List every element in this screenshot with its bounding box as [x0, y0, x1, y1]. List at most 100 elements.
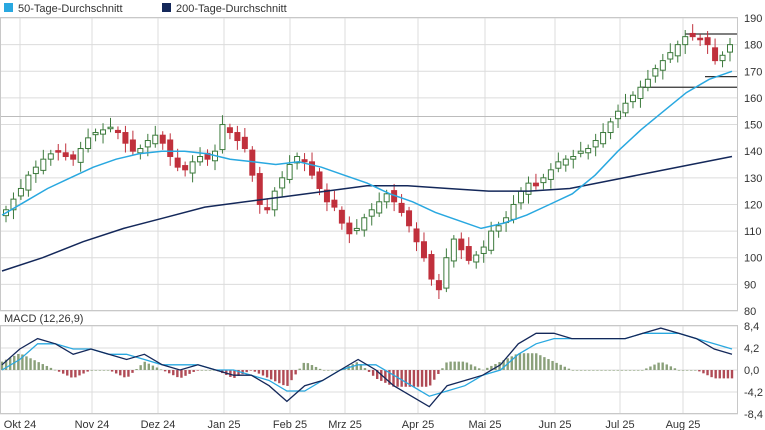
candle-body: [129, 139, 136, 152]
macd-histogram-bar: [632, 370, 636, 371]
candle-body: [152, 134, 159, 145]
price-y-tick-label: 150: [744, 120, 762, 132]
ma200-line: [1, 155, 733, 272]
price-gridlines: [0, 17, 738, 312]
price-y-tick-label: 160: [744, 93, 762, 105]
x-axis: Okt 24 Nov 24 Dez 24 Jan 25 Feb 25 Mrz 25 Apr …: [4, 419, 701, 430]
candle-body: [592, 140, 599, 148]
macd-histogram-bar: [294, 370, 297, 375]
candle-body: [495, 225, 502, 232]
macd-histogram-bar: [33, 360, 36, 370]
candle-body: [353, 227, 360, 232]
candle-body: [376, 201, 383, 214]
macd-histogram-bar: [457, 361, 460, 370]
candle-body: [585, 148, 592, 154]
macd-histogram-bar: [571, 370, 575, 371]
macd-histogram-bar: [396, 370, 399, 387]
candle-body: [122, 132, 129, 144]
candle-body: [443, 257, 450, 289]
macd-histogram-bar: [159, 369, 163, 371]
macd-histogram-bar: [110, 370, 114, 372]
candle-body: [682, 36, 689, 46]
macd-histogram-bar: [437, 370, 440, 374]
candle-body: [555, 161, 562, 169]
macd-histogram-bar: [371, 370, 375, 376]
macd-histogram-bar: [690, 370, 693, 371]
macd-histogram-bar: [375, 370, 379, 379]
candle-body: [577, 150, 584, 154]
macd-histogram-bar: [539, 355, 542, 370]
macd-histogram-bar: [355, 362, 359, 370]
candle-body: [689, 32, 696, 38]
macd-histogram-bar: [624, 370, 628, 371]
candle-body: [174, 157, 181, 168]
candle-body: [338, 209, 345, 224]
candle-body: [518, 190, 525, 204]
candle-body: [137, 148, 144, 154]
legend-ma50-label: 50-Tage-Durchschnitt: [18, 3, 123, 15]
candle-body: [159, 134, 166, 144]
macd-histogram-bar: [706, 370, 709, 376]
macd-histogram-bar: [518, 353, 522, 370]
macd-histogram-bar: [274, 370, 277, 382]
candle-body: [398, 202, 405, 213]
x-tick-label: Mrz 25: [328, 419, 362, 430]
macd-histogram-bar: [78, 370, 81, 376]
macd-histogram-bar: [563, 366, 566, 370]
macd-histogram-bar: [698, 370, 701, 372]
macd-histogram-bar: [461, 361, 465, 370]
macd-histogram-bar: [21, 354, 24, 370]
macd-frame: [0, 325, 738, 414]
macd-histogram-bar: [335, 370, 338, 371]
price-panel: 80 90 100 110 120 130 140 150 160 170 180 190: [0, 13, 762, 318]
macd-histogram-bar: [163, 370, 167, 372]
macd-histogram-bar: [298, 368, 301, 370]
macd-histogram-bar: [543, 357, 546, 370]
macd-histogram-bar: [433, 370, 436, 380]
candle-body: [55, 150, 62, 153]
x-tick-label: Aug 25: [666, 419, 701, 430]
macd-histogram-bar: [245, 370, 248, 373]
macd-histogram-bar: [653, 364, 656, 370]
macd-histogram-bar: [588, 370, 591, 371]
macd-histogram-bar: [694, 370, 697, 371]
macd-histogram-bar: [200, 370, 204, 371]
candle-body: [629, 94, 636, 103]
macd-panel: MACD (12,26,9) 8,4 4,2 0,0 -4,2 -8,4: [0, 313, 763, 421]
legend-ma50-swatch: [4, 3, 13, 12]
candle-body: [77, 148, 84, 163]
candle-body: [32, 166, 39, 175]
macd-histogram-bar: [90, 370, 93, 371]
macd-histogram-bar: [98, 370, 102, 371]
candle-body: [271, 190, 278, 211]
candle-body: [346, 222, 353, 235]
macd-histogram-bar: [702, 370, 705, 374]
macd-histogram-bar: [17, 353, 20, 370]
candle-body: [144, 140, 151, 148]
macd-histogram-bar: [661, 362, 664, 370]
macd-histogram-bar: [204, 370, 208, 371]
candle-body: [458, 238, 465, 251]
macd-histogram-bar: [429, 370, 432, 386]
macd-histogram-bar: [74, 370, 77, 378]
macd-histogram-bar: [102, 370, 106, 371]
macd-histogram-bar: [486, 367, 489, 370]
macd-histogram-bar: [681, 370, 685, 371]
candle-body: [47, 153, 54, 160]
macd-histogram-bar: [673, 368, 677, 370]
macd-histogram-bar: [465, 362, 469, 370]
macd-histogram-bar: [535, 353, 538, 370]
macd-histogram-bar: [147, 363, 151, 370]
x-tick-label: Jul 25: [605, 419, 634, 430]
macd-histogram-bar: [657, 362, 660, 370]
macd-histogram-bar: [530, 353, 534, 370]
macd-histogram-bar: [669, 366, 673, 370]
ma50-line: [1, 70, 733, 230]
price-y-tick-label: 80: [744, 306, 756, 318]
price-y-tick-label: 110: [744, 226, 762, 238]
price-frame: [0, 17, 738, 311]
price-y-tick-label: 120: [744, 199, 762, 211]
macd-histogram-bar: [596, 370, 599, 371]
candle-body: [480, 246, 487, 254]
macd-histogram-bar: [196, 370, 199, 371]
